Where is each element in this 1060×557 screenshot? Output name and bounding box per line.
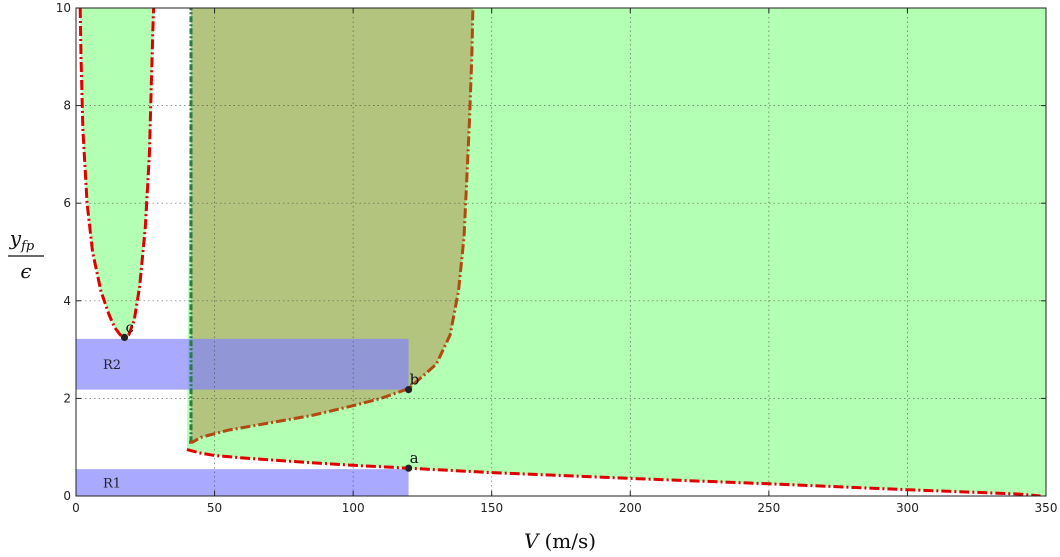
region-r2 (76, 338, 409, 390)
x-tick-label: 250 (757, 501, 780, 515)
overlap-region (191, 8, 473, 443)
region-label-r1: R1 (103, 477, 121, 492)
left-u-boundary-line (78, 8, 156, 340)
x-tick-label: 350 (1035, 501, 1058, 515)
point-label-b: b (410, 371, 420, 389)
plot-frame (75, 7, 1047, 497)
x-tick-label: 200 (619, 501, 642, 515)
point-label-a: a (410, 449, 419, 467)
y-tick-label: 8 (63, 99, 71, 113)
point-b (404, 386, 413, 394)
svg-text:yfp: yfp (9, 226, 35, 254)
y-tick-label: 2 (63, 391, 71, 405)
point-c (120, 333, 129, 341)
y-tick-label: 10 (56, 1, 71, 15)
y-tick-label: 0 (63, 489, 71, 503)
y-axis-label: yfp ϵ (8, 226, 44, 283)
right-hump-boundary-line (189, 8, 475, 444)
x-axis-label: V (m/s) (524, 529, 596, 553)
region-label-r2: R2 (103, 358, 121, 373)
point-label-c: c (126, 318, 134, 336)
x-tick-label: 300 (896, 501, 919, 515)
svg-text:ϵ: ϵ (20, 259, 31, 283)
point-a (404, 464, 413, 472)
y-tick-label: 6 (63, 196, 71, 210)
x-tick-label: 0 (72, 501, 80, 515)
region-r1 (76, 469, 409, 496)
x-tick-label: 50 (207, 501, 222, 515)
x-tick-label: 100 (342, 501, 365, 515)
y-tick-label: 4 (63, 294, 71, 308)
x-tick-label: 150 (480, 501, 503, 515)
stable-region-left (80, 8, 154, 338)
